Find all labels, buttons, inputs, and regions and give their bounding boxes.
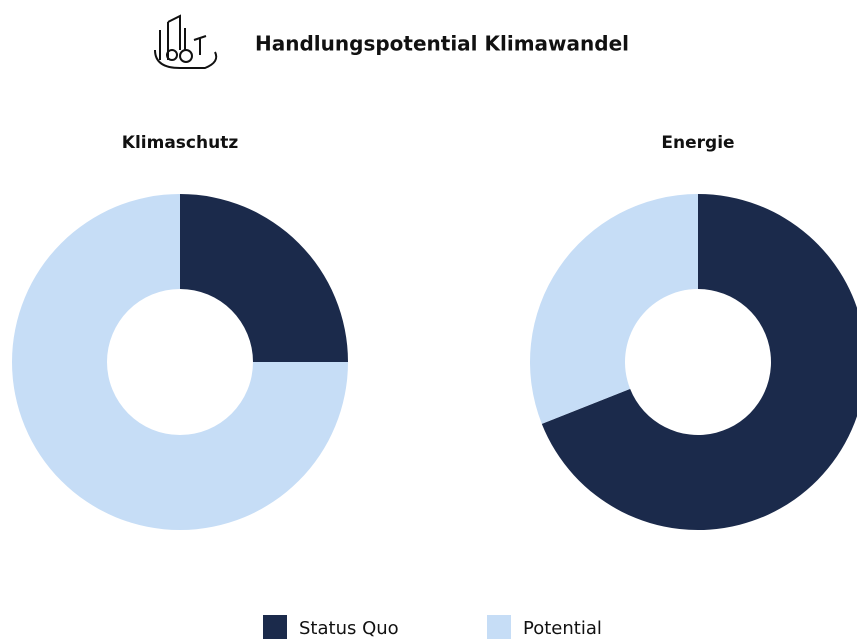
- chart-title: Klimaschutz: [122, 133, 239, 153]
- legend-swatch: [263, 615, 287, 639]
- page-title: Handlungspotential Klimawandel: [255, 32, 629, 56]
- pie-slice: [530, 194, 698, 424]
- pie-slice: [180, 194, 348, 362]
- chart-title: Energie: [661, 133, 734, 153]
- pie-slice: [12, 194, 348, 530]
- pie-slice: [541, 194, 857, 530]
- icon: [154, 14, 218, 69]
- legend-label: Status Quo: [299, 618, 399, 639]
- legend-label: Potential: [523, 618, 602, 639]
- legend-swatch: [487, 615, 511, 639]
